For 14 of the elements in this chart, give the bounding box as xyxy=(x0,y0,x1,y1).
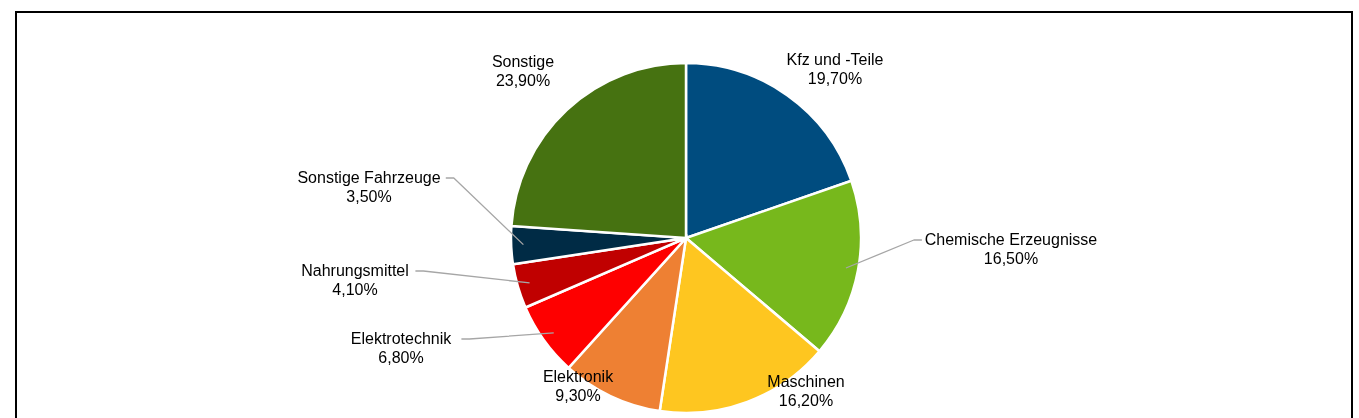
slice-label: Kfz und -Teile xyxy=(786,50,884,68)
data-label: 16,20% xyxy=(778,392,834,409)
slice-label: Nahrungsmittel xyxy=(301,261,409,279)
data-label: 9,30% xyxy=(555,387,601,404)
slice-label: Chemische Erzeugnisse xyxy=(924,230,1098,248)
data-label: 16,50% xyxy=(983,250,1039,267)
slice-label: Sonstige xyxy=(491,52,555,70)
data-label: 4,10% xyxy=(332,281,378,298)
data-label: 19,70% xyxy=(807,70,863,87)
slice-label: Sonstige Fahrzeuge xyxy=(297,168,441,186)
data-label: 23,90% xyxy=(495,72,551,89)
data-label: 6,80% xyxy=(378,349,424,366)
slice-label: Elektrotechnik xyxy=(350,329,453,347)
data-label: 3,50% xyxy=(346,188,392,205)
